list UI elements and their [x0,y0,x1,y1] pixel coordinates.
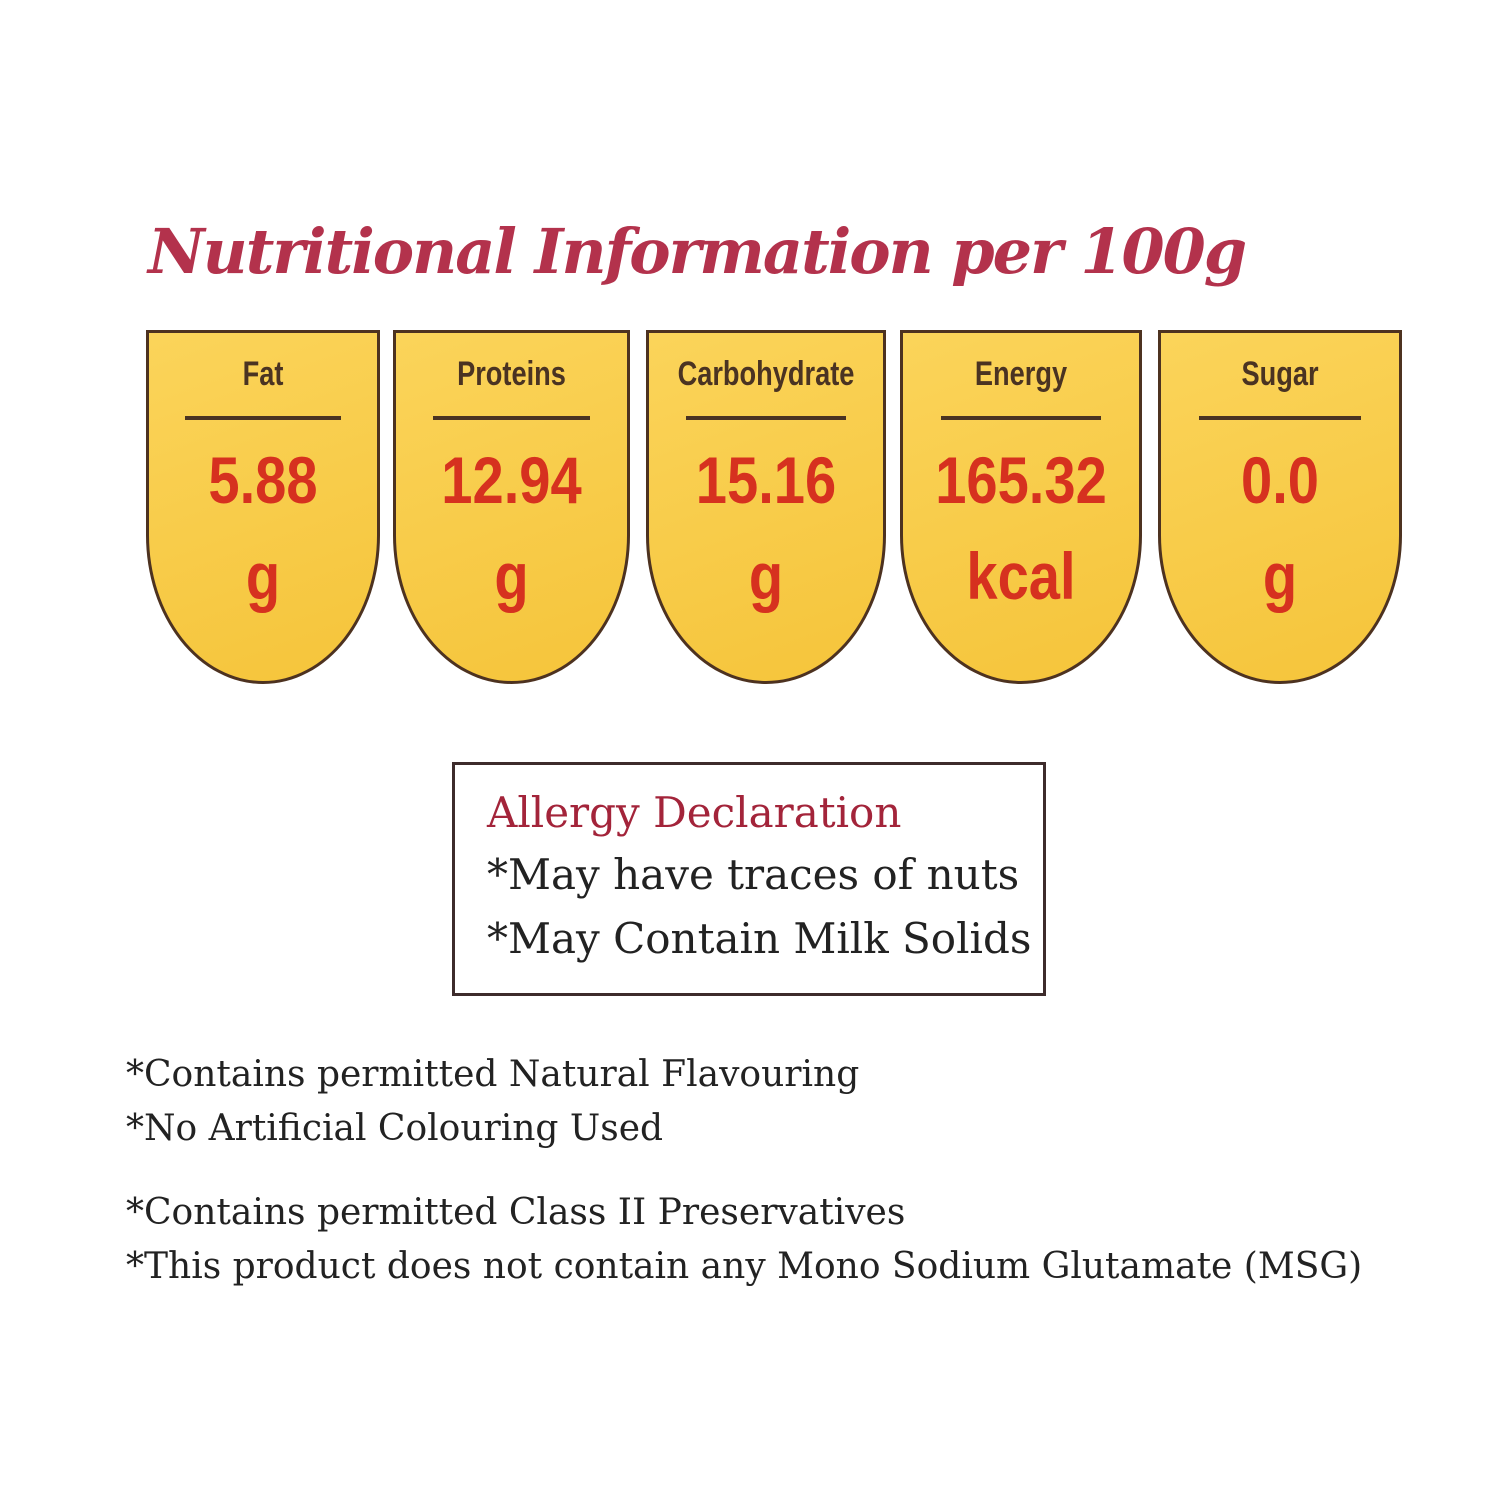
nutrient-card-proteins: Proteins 12.94 g [393,330,630,684]
note-line: *Contains permitted Class II Preservativ… [126,1192,906,1233]
nutrient-label: Carbohydrate [677,355,855,393]
nutrient-label: Proteins [457,355,566,393]
nutrient-label: Energy [974,355,1068,393]
nutrient-value: 5.88 [208,443,318,517]
nutrition-title: Nutritional Information per 100g [148,215,1247,288]
nutrient-unit: g [1262,539,1298,613]
nutrient-unit: g [494,539,529,613]
note-line: *This product does not contain any Mono … [126,1246,1363,1287]
product-notes: *Contains permitted Natural Flavouring *… [126,1048,1362,1294]
nutrient-unit: g [748,539,784,613]
nutrient-unit: g [245,539,281,613]
nutrient-value: 0.0 [1241,443,1319,517]
allergy-declaration-box: Allergy Declaration *May have traces of … [452,762,1046,996]
nutrient-card-energy: Energy 165.32 kcal [900,330,1142,684]
nutrient-card-carbohydrate: Carbohydrate 15.16 g [646,330,886,684]
nutrient-value: 15.16 [695,443,837,517]
allergy-heading: Allergy Declaration [487,788,902,837]
nutrient-label: Sugar [1241,355,1319,393]
nutrient-label: Fat [242,355,284,393]
nutrient-card-sugar: Sugar 0.0 g [1158,330,1402,684]
divider [686,416,846,420]
note-line: *No Artificial Colouring Used [126,1108,664,1149]
divider [185,416,341,420]
allergy-line: *May Contain Milk Solids [487,914,1032,963]
nutrient-unit: kcal [966,539,1076,613]
divider [1199,416,1361,420]
nutrient-value: 12.94 [441,443,582,517]
allergy-line: *May have traces of nuts [487,850,1020,899]
note-line: *Contains permitted Natural Flavouring [126,1054,860,1095]
divider [432,416,591,420]
divider [940,416,1102,420]
spacer [126,1156,1362,1186]
nutrient-card-fat: Fat 5.88 g [146,330,380,684]
nutrient-value: 165.32 [935,443,1107,517]
